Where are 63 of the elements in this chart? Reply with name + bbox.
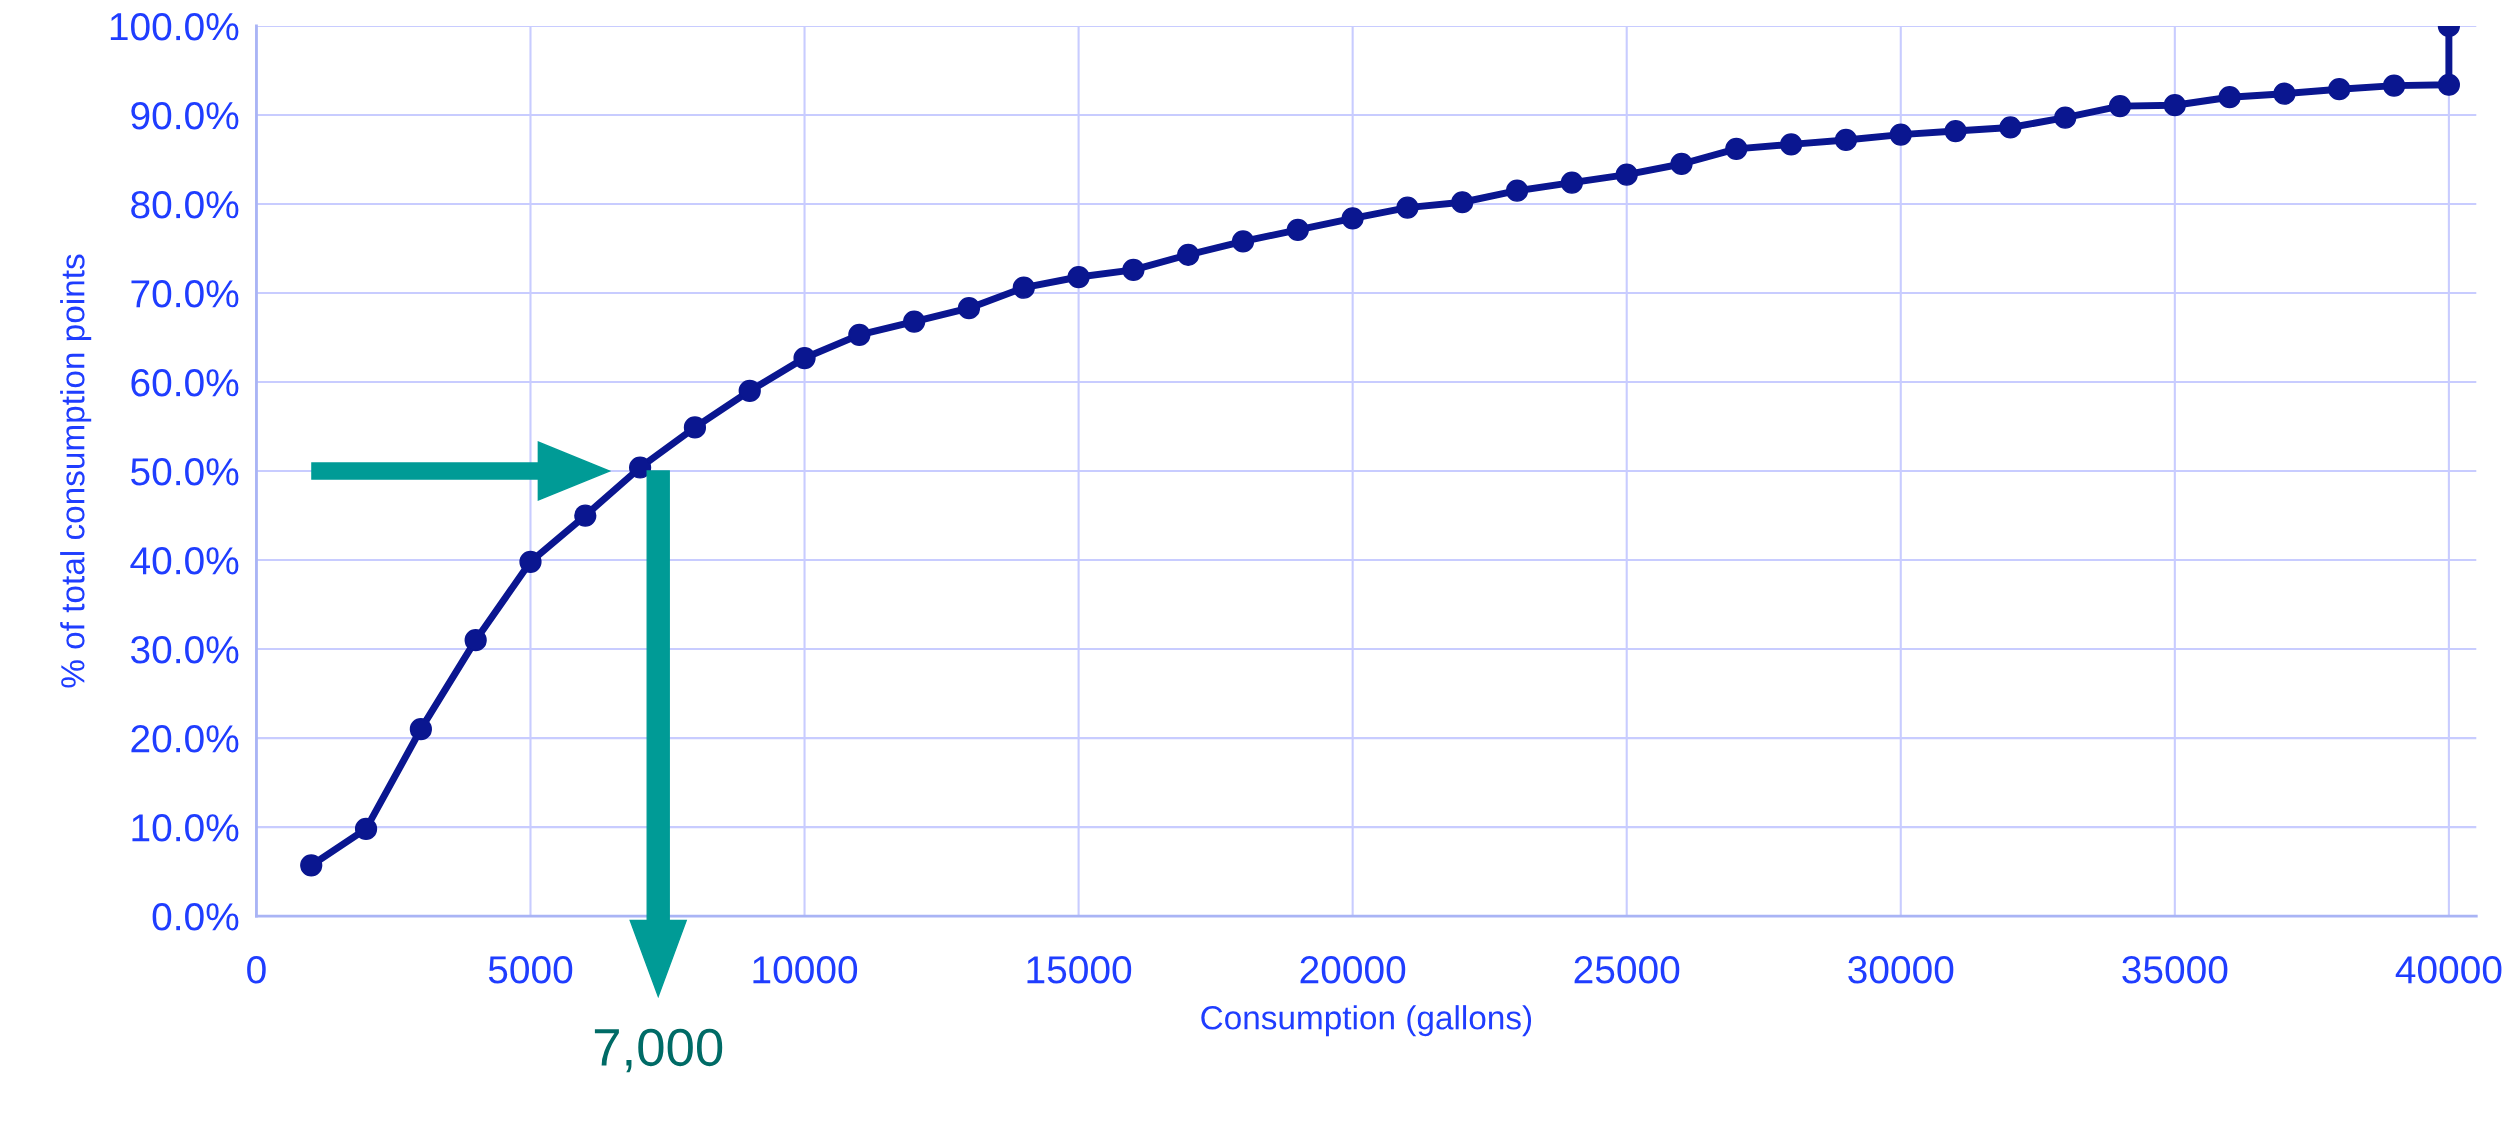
y-tick-label: 60.0% [131, 368, 239, 397]
x-tick-label: 40000 [2395, 956, 2502, 984]
y-tick-label: 100.0% [110, 12, 239, 41]
point [1670, 152, 1693, 176]
x-tick-label: 30000 [1848, 956, 1954, 984]
y-tick-label: 70.0% [131, 279, 239, 308]
point [464, 629, 487, 652]
y-tick-label: 0.0% [152, 903, 239, 931]
x-tick-label: 25000 [1574, 956, 1680, 984]
point [1505, 179, 1529, 202]
point [1999, 116, 2022, 139]
y-tick-label: 40.0% [130, 547, 239, 575]
x-tick-label: 10000 [753, 956, 858, 984]
point [628, 456, 652, 479]
point [793, 346, 816, 370]
point [1944, 119, 1967, 143]
point [2054, 106, 2077, 129]
text: 7,000 [594, 1028, 723, 1073]
point [1067, 265, 1090, 289]
x-tick-label: 0 [247, 956, 266, 984]
y-tick-label: 90.0% [131, 101, 239, 130]
point [1396, 196, 1419, 219]
point [848, 323, 871, 346]
point [2273, 82, 2296, 105]
point [519, 550, 542, 573]
point [957, 297, 981, 320]
y-tick-label: 80.0% [131, 190, 239, 219]
x-tick-label: 20000 [1300, 956, 1406, 984]
point [2108, 95, 2132, 118]
x-tick-label: 35000 [2122, 956, 2228, 984]
y-tick-label: 50.0% [131, 458, 239, 486]
point [1122, 258, 1145, 282]
point [738, 379, 761, 403]
point [1725, 137, 1748, 160]
point [2382, 74, 2406, 97]
point [1451, 191, 1474, 214]
point [1177, 243, 1200, 266]
y-tick-label: 20.0% [131, 725, 239, 753]
point [354, 817, 378, 840]
point [2437, 73, 2461, 96]
x-tick-label: 5000 [488, 956, 573, 984]
point [1560, 171, 1584, 194]
point [903, 310, 926, 333]
point [574, 504, 597, 527]
y-tick-label: 30.0% [130, 636, 239, 664]
point [409, 718, 432, 741]
point [1012, 276, 1035, 299]
point [1615, 163, 1638, 186]
point [1834, 128, 1858, 152]
y-tick-label: 10.0% [132, 814, 239, 842]
point [1780, 133, 1803, 156]
point [2163, 94, 2186, 117]
point [1889, 123, 1912, 146]
point [683, 416, 707, 439]
x-axis-title: Consumption (gallons) [1201, 1005, 1532, 1037]
y-axis-title: % of total consumption points [60, 254, 92, 688]
x-tick-label: 15000 [1027, 956, 1132, 984]
point [300, 854, 323, 877]
point [1341, 207, 1364, 230]
point [2328, 78, 2351, 101]
point [1286, 218, 1309, 241]
point [2218, 86, 2241, 109]
point [1231, 230, 1255, 253]
